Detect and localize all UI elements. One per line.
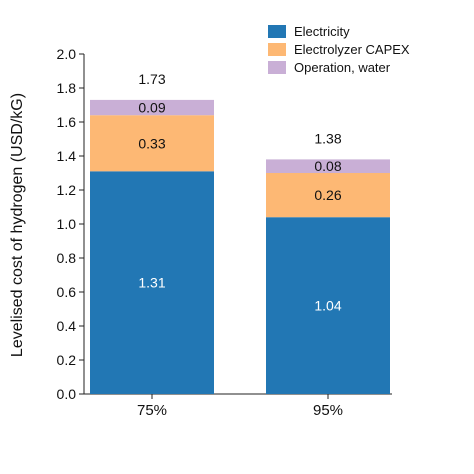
legend-label: Electrolyzer CAPEX [294,42,410,57]
total-label: 1.38 [314,130,341,146]
data-label: 0.26 [314,187,341,203]
y-tick-label: 1.2 [57,182,77,198]
bars: 1.31 0.33 0.09 1.73 1.04 0.26 0.08 1.38 [90,71,390,394]
data-label: 0.08 [314,158,341,174]
data-label: 1.04 [314,298,341,314]
y-tick-label: 0.2 [57,352,77,368]
bar-segment [90,171,214,394]
y-tick-label: 1.0 [57,216,77,232]
y-tick-label: 0.0 [57,386,77,402]
legend-swatch [268,25,286,38]
y-axis: 0.0 0.2 0.4 0.6 0.8 1.0 1.2 1.4 1.6 1.8 2.0 [57,46,85,402]
legend-swatch [268,61,286,74]
y-tick-label: 1.8 [57,80,77,96]
bar-segment [90,99,214,116]
data-label: 0.33 [138,135,165,151]
y-tick-label: 2.0 [57,46,77,62]
bar-segment [266,159,390,173]
x-tick-label: 95% [313,402,343,419]
legend-label: Operation, water [294,60,391,75]
x-axis: 75% 95% [84,393,392,419]
x-tick-label: 75% [137,402,167,419]
total-label: 1.73 [138,71,165,87]
bar-segment [266,217,390,394]
legend-label: Electricity [294,24,350,39]
y-tick-label: 0.6 [57,284,77,300]
y-tick-label: 0.4 [57,318,77,334]
legend-swatch [268,43,286,56]
data-label: 1.31 [138,275,165,291]
data-label: 0.09 [138,100,165,116]
bar-segment [90,115,214,172]
y-tick-label: 1.4 [57,148,77,164]
legend: Electricity Electrolyzer CAPEX Operation, … [268,24,410,75]
y-axis-label: Levelised cost of hydrogen (USD/kG) [9,93,26,357]
y-tick-label: 1.6 [57,114,77,130]
bar-segment [266,173,390,218]
y-tick-label: 0.8 [57,250,77,266]
